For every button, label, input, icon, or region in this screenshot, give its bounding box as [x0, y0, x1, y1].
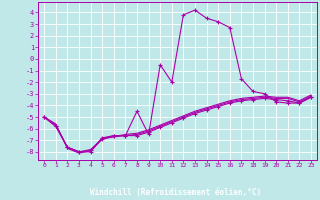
Text: Windchill (Refroidissement éolien,°C): Windchill (Refroidissement éolien,°C): [91, 188, 261, 198]
